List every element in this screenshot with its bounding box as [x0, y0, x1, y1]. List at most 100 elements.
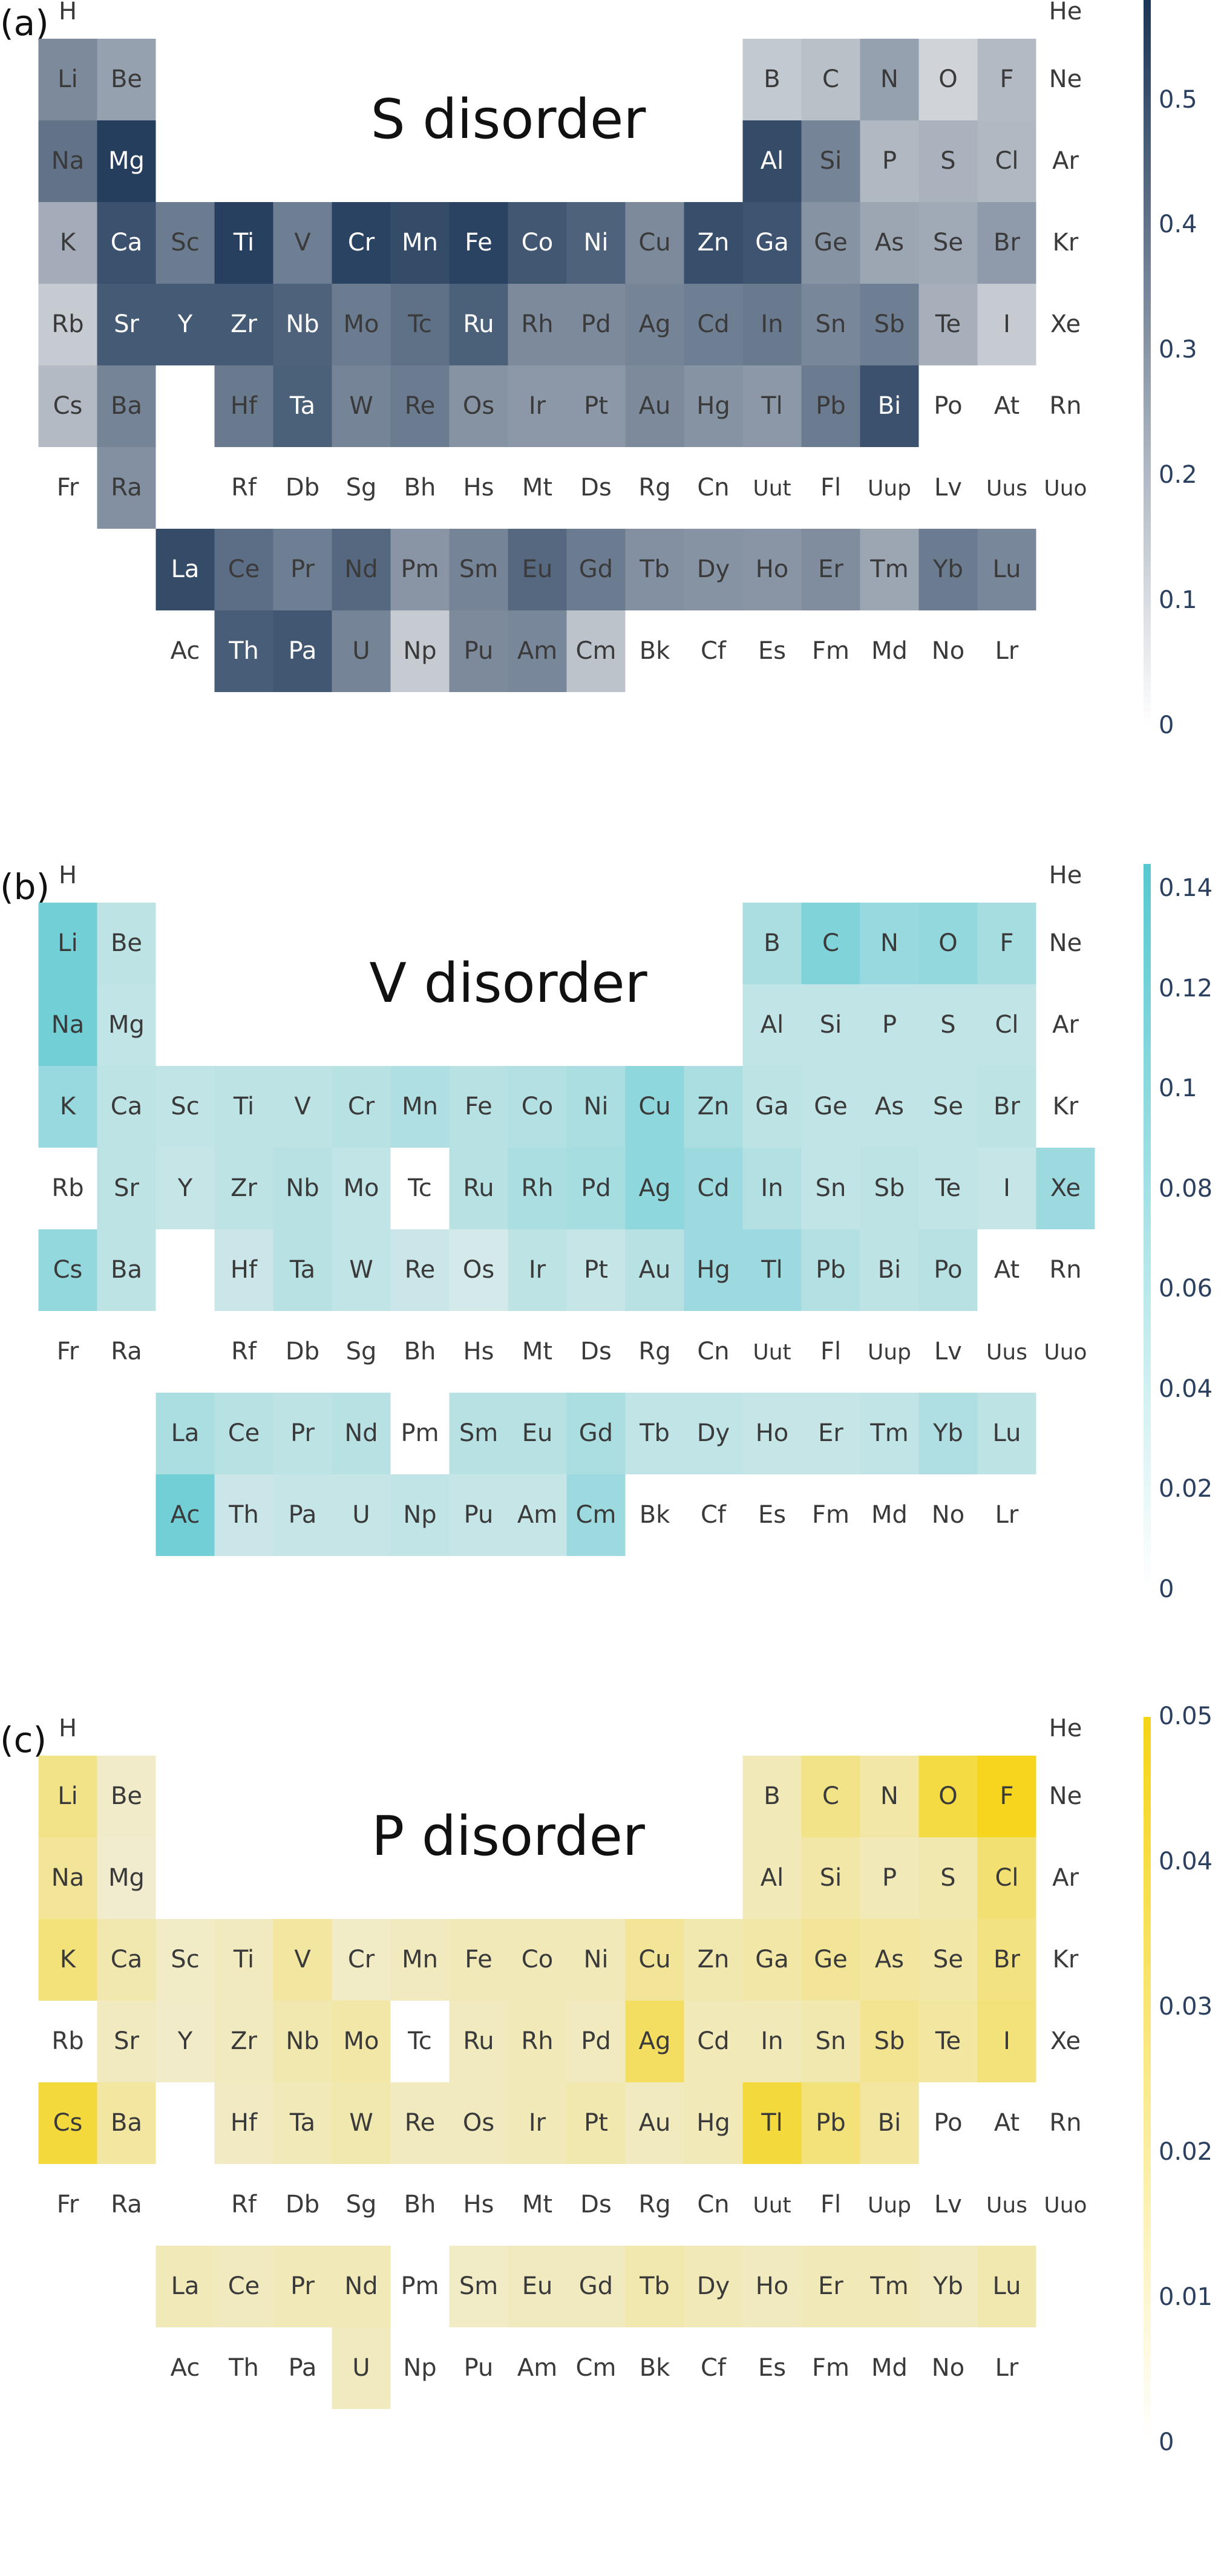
heat-cell [860, 1919, 919, 2001]
heat-cell [390, 202, 450, 284]
element-symbol: Ca [111, 229, 142, 257]
element-cell-tc: Tc [390, 284, 450, 365]
element-symbol: Sn [816, 2027, 846, 2055]
element-cell-xe: Xe [1050, 2027, 1081, 2055]
heat-cell [977, 202, 1036, 284]
heat-cell [625, 2246, 684, 2327]
element-cell-hg: Hg [684, 1229, 743, 1311]
heat-cell [155, 284, 215, 365]
heat-cell [684, 1229, 743, 1311]
element-symbol: Re [405, 1256, 436, 1284]
element-symbol: B [764, 65, 780, 93]
element-cell-fe: Fe [449, 1066, 508, 1148]
element-symbol: Ac [171, 637, 200, 665]
element-cell-uup: Uup [868, 2193, 911, 2218]
colorbar-tick-label: 0.2 [1159, 461, 1197, 489]
element-symbol: Np [403, 637, 436, 665]
element-symbol: Uuo [1044, 2193, 1087, 2218]
element-symbol: Fm [812, 1501, 849, 1529]
element-symbol: Lr [995, 637, 1019, 665]
element-cell-si: Si [801, 1837, 860, 1919]
element-cell-sn: Sn [801, 2001, 860, 2082]
element-cell-rf: Rf [231, 474, 257, 502]
element-cell-hf: Hf [214, 1229, 273, 1311]
element-cell-gd: Gd [566, 1393, 626, 1474]
heat-cell [273, 365, 332, 447]
element-symbol: Nb [286, 310, 319, 338]
element-cell-tl: Tl [742, 1229, 802, 1311]
element-symbol: Sn [816, 1174, 846, 1202]
heat-cell [332, 1066, 391, 1148]
element-cell-co: Co [508, 1919, 567, 2001]
colorbar-tick-label: 0.1 [1159, 586, 1197, 615]
element-cell-ne: Ne [1049, 929, 1082, 957]
element-cell-o: O [918, 39, 978, 120]
heat-cell [625, 1229, 684, 1311]
element-cell-fl: Fl [820, 2191, 841, 2218]
element-symbol: Tl [761, 1256, 783, 1284]
colorbar-tick-label: 0.04 [1159, 1375, 1213, 1403]
heat-cell [273, 1066, 332, 1148]
element-symbol: Sb [874, 310, 905, 338]
element-symbol: Rf [231, 1338, 257, 1365]
heat-cell [390, 1919, 450, 2001]
element-symbol: Yb [932, 2272, 963, 2300]
element-symbol: Nd [344, 2272, 378, 2300]
element-cell-br: Br [977, 202, 1036, 284]
heat-cell [97, 1919, 156, 2001]
element-cell-es: Es [758, 1501, 786, 1529]
element-cell-cn: Cn [697, 1338, 729, 1365]
element-cell-rg: Rg [638, 474, 670, 502]
heat-cell [155, 1066, 215, 1148]
heat-cell [508, 2246, 567, 2327]
element-cell-re: Re [390, 1229, 450, 1311]
heat-cell [684, 1393, 743, 1474]
element-symbol: H [59, 864, 77, 889]
element-symbol: Nd [344, 1419, 378, 1447]
element-cell-os: Os [449, 365, 508, 447]
element-symbol: Sr [114, 2027, 139, 2055]
element-symbol: Fr [57, 474, 79, 502]
heat-cell [801, 1148, 860, 1229]
element-cell-pu: Pu [449, 1474, 508, 1556]
element-cell-pm: Pm [401, 1419, 439, 1447]
element-cell-os: Os [449, 2082, 508, 2164]
element-cell-sn: Sn [801, 1148, 860, 1229]
heat-cell [742, 365, 802, 447]
element-symbol: Mt [522, 2191, 552, 2218]
element-cell-ne: Ne [1049, 65, 1082, 93]
colorbar-tick-label: 0.06 [1159, 1275, 1213, 1303]
element-symbol: H [59, 1717, 77, 1742]
element-symbol: Rn [1049, 2109, 1081, 2137]
colorbar [1144, 0, 1151, 726]
element-symbol: Zn [698, 1093, 730, 1120]
element-cell-pa: Pa [273, 1474, 332, 1556]
colorbar-tick-label: 0.14 [1159, 874, 1213, 903]
heat-cell [97, 2082, 156, 2164]
panel-a: (a) S disorder H He Li Be B C N O F Ne Na Mg Al Si P S C… [0, 0, 1224, 859]
heat-cell [801, 2082, 860, 2164]
element-cell-th: Th [214, 610, 273, 692]
heat-cell [801, 903, 860, 984]
chart-title: P disorder [371, 1805, 645, 1868]
element-symbol: Fe [465, 229, 492, 257]
heat-cell [38, 1066, 97, 1148]
element-cell-bi: Bi [860, 2082, 919, 2164]
element-cell-ta: Ta [273, 365, 332, 447]
colorbar-tick-label: 0.03 [1159, 1993, 1213, 2021]
heat-cell [214, 1148, 273, 1229]
element-cell-eu: Eu [508, 529, 567, 610]
element-cell-ni: Ni [566, 1066, 626, 1148]
element-symbol: W [349, 1256, 373, 1284]
element-symbol: Cd [697, 2027, 729, 2055]
heat-cell [566, 1474, 626, 1556]
element-cell-as: As [860, 202, 919, 284]
element-symbol: Fm [812, 637, 849, 665]
element-cell-nd: Nd [332, 1393, 391, 1474]
element-symbol: Ga [755, 1093, 789, 1120]
element-cell-s: S [918, 984, 978, 1066]
element-cell-pm: Pm [390, 529, 450, 610]
element-cell-at: At [994, 1256, 1019, 1284]
colorbar [1144, 1717, 1151, 2443]
element-symbol: B [764, 929, 780, 957]
